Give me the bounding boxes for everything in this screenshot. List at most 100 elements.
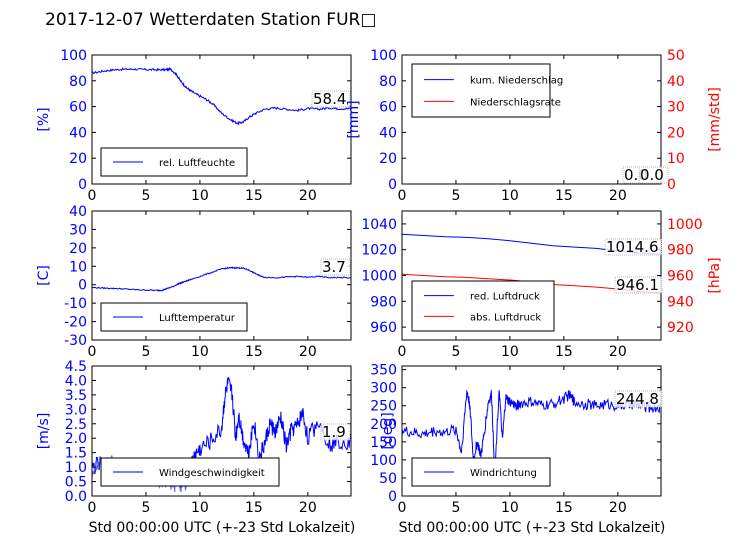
y-tick-label: 30 bbox=[69, 222, 87, 238]
y-tick-label-right: 940 bbox=[667, 294, 694, 310]
last-value-box bbox=[320, 423, 351, 441]
y-tick-label: 40 bbox=[69, 125, 87, 141]
x-tick-label: 0 bbox=[398, 500, 407, 516]
y-tick-label: 60 bbox=[69, 100, 87, 116]
last-value-box bbox=[311, 90, 351, 108]
x-tick-label: 0 bbox=[88, 188, 97, 204]
legend-label: Lufttemperatur bbox=[159, 313, 236, 324]
y-tick-label: 10 bbox=[69, 259, 87, 275]
y-tick-label: 1040 bbox=[361, 217, 397, 233]
last-value-box bbox=[638, 166, 669, 184]
y-tick-label: 0.0 bbox=[65, 489, 87, 505]
y-axis-label: [%] bbox=[36, 107, 52, 131]
y-axis-label: [C] bbox=[36, 265, 52, 286]
legend-label: Niederschlagsrate bbox=[470, 97, 561, 108]
y-tick-label-right: 50 bbox=[667, 48, 685, 64]
y-tick-label-right: 20 bbox=[667, 125, 685, 141]
y-tick-label: 1020 bbox=[361, 243, 397, 259]
y-tick-label: -20 bbox=[64, 315, 87, 331]
y-tick-label-right: 30 bbox=[667, 100, 685, 116]
y-tick-label: 3.5 bbox=[65, 388, 87, 404]
y-tick-label: 20 bbox=[69, 241, 87, 257]
series-line-windrichtung bbox=[401, 389, 662, 474]
y-tick-label: 300 bbox=[370, 381, 397, 397]
x-tick-label: 0 bbox=[88, 500, 97, 516]
x-tick-label: 15 bbox=[555, 188, 573, 204]
x-tick-label: 20 bbox=[299, 500, 317, 516]
y-tick-label: 2.5 bbox=[65, 417, 87, 433]
x-tick-label: 10 bbox=[501, 500, 519, 516]
x-tick-label: 15 bbox=[555, 344, 573, 360]
y-tick-label: 100 bbox=[370, 453, 397, 469]
y-axis-label-right: [hPa] bbox=[707, 257, 723, 293]
y-tick-label: 40 bbox=[69, 204, 87, 220]
y-tick-label-right: 10 bbox=[667, 151, 685, 167]
y-tick-label: 350 bbox=[370, 363, 397, 379]
series-line-lufttemperatur bbox=[91, 266, 352, 292]
last-value-label: 1.9 bbox=[322, 423, 346, 441]
plot-frame bbox=[91, 54, 352, 185]
y-tick-label-right: 40 bbox=[667, 74, 685, 90]
legend-box bbox=[411, 280, 555, 332]
last-value-label: 3.7 bbox=[322, 258, 346, 276]
y-tick-label: 40 bbox=[379, 125, 397, 141]
x-tick-label: 5 bbox=[141, 188, 150, 204]
x-tick-label: 15 bbox=[245, 500, 263, 516]
y-tick-label: 0 bbox=[78, 278, 87, 294]
x-tick-label: 15 bbox=[245, 188, 263, 204]
x-tick-label: 15 bbox=[245, 344, 263, 360]
x-tick-label: 20 bbox=[299, 344, 317, 360]
plot-frame bbox=[401, 54, 662, 185]
legend-label: Windgeschwindigkeit bbox=[159, 468, 265, 479]
y-tick-label: 80 bbox=[379, 74, 397, 90]
y-tick-label-right: 0 bbox=[667, 177, 676, 193]
last-value-box bbox=[614, 276, 663, 294]
x-tick-label: 20 bbox=[299, 188, 317, 204]
legend-label: kum. Niederschlag bbox=[470, 76, 563, 87]
y-tick-label: 100 bbox=[60, 48, 87, 64]
y-tick-label-right: 980 bbox=[667, 243, 694, 259]
x-tick-label: 20 bbox=[609, 500, 627, 516]
x-tick-label: 20 bbox=[609, 188, 627, 204]
y-axis-label: [deg] bbox=[380, 412, 396, 449]
chart-precip: 0 5 10 15 20 0 20 40 60 80 100 0 10 20 30 40 50 [mm] [mm/s… bbox=[346, 48, 723, 204]
x-tick-label: 5 bbox=[141, 344, 150, 360]
x-tick-label: 5 bbox=[451, 344, 460, 360]
legend-label: rel. Luftfeuchte bbox=[159, 158, 235, 169]
x-tick-label: 0 bbox=[88, 344, 97, 360]
y-tick-label: 2.0 bbox=[65, 431, 87, 447]
x-tick-label: 5 bbox=[451, 500, 460, 516]
y-tick-label: 0 bbox=[78, 177, 87, 193]
x-tick-label: 0 bbox=[398, 344, 407, 360]
series-line-rel-luftfeuchte bbox=[91, 66, 352, 126]
legend-box bbox=[411, 63, 551, 118]
chart-temperature: 0 5 10 15 20 -30 -20 -10 0 10 20 30 40 [C] 3.7 Lufttemp… bbox=[36, 204, 352, 360]
legend-label: red. Luftdruck bbox=[470, 292, 540, 303]
y-tick-label-right: 960 bbox=[667, 269, 694, 285]
chart-wind: 0 5 10 15 20 0.00.51.01.52.02.53.03.54.04.5 [m… bbox=[36, 359, 352, 516]
x-tick-label: 20 bbox=[609, 344, 627, 360]
x-tick-label: 15 bbox=[555, 500, 573, 516]
plot-frame bbox=[91, 365, 352, 497]
y-tick-label: 960 bbox=[370, 320, 397, 336]
y-tick-label: 4.5 bbox=[65, 359, 87, 375]
last-value-label: 0.0 bbox=[640, 166, 664, 184]
y-tick-label: 4.0 bbox=[65, 373, 87, 389]
last-value-box bbox=[604, 238, 662, 256]
last-value-box bbox=[320, 258, 351, 276]
xlabel-right: Std 00:00:00 UTC (+-23 Std Lokalzeit) bbox=[399, 520, 666, 536]
plot-frame bbox=[401, 365, 662, 497]
y-tick-label: 1000 bbox=[361, 269, 397, 285]
xlabel-left: Std 00:00:00 UTC (+-23 Std Lokalzeit) bbox=[89, 520, 356, 536]
chart-pressure: 0 5 10 15 20 960 980 1000 1020 1040 920 940 960 980 10… bbox=[361, 210, 723, 360]
y-tick-label: 20 bbox=[69, 151, 87, 167]
y-tick-label: 200 bbox=[370, 417, 397, 433]
x-tick-label: 5 bbox=[141, 500, 150, 516]
legend-box bbox=[100, 147, 248, 177]
y-tick-label: 1.0 bbox=[65, 460, 87, 476]
last-value-label: 946.1 bbox=[616, 276, 659, 294]
y-tick-label: 0 bbox=[388, 489, 397, 505]
y-tick-label: -10 bbox=[64, 296, 87, 312]
y-tick-label: 1.5 bbox=[65, 446, 87, 462]
